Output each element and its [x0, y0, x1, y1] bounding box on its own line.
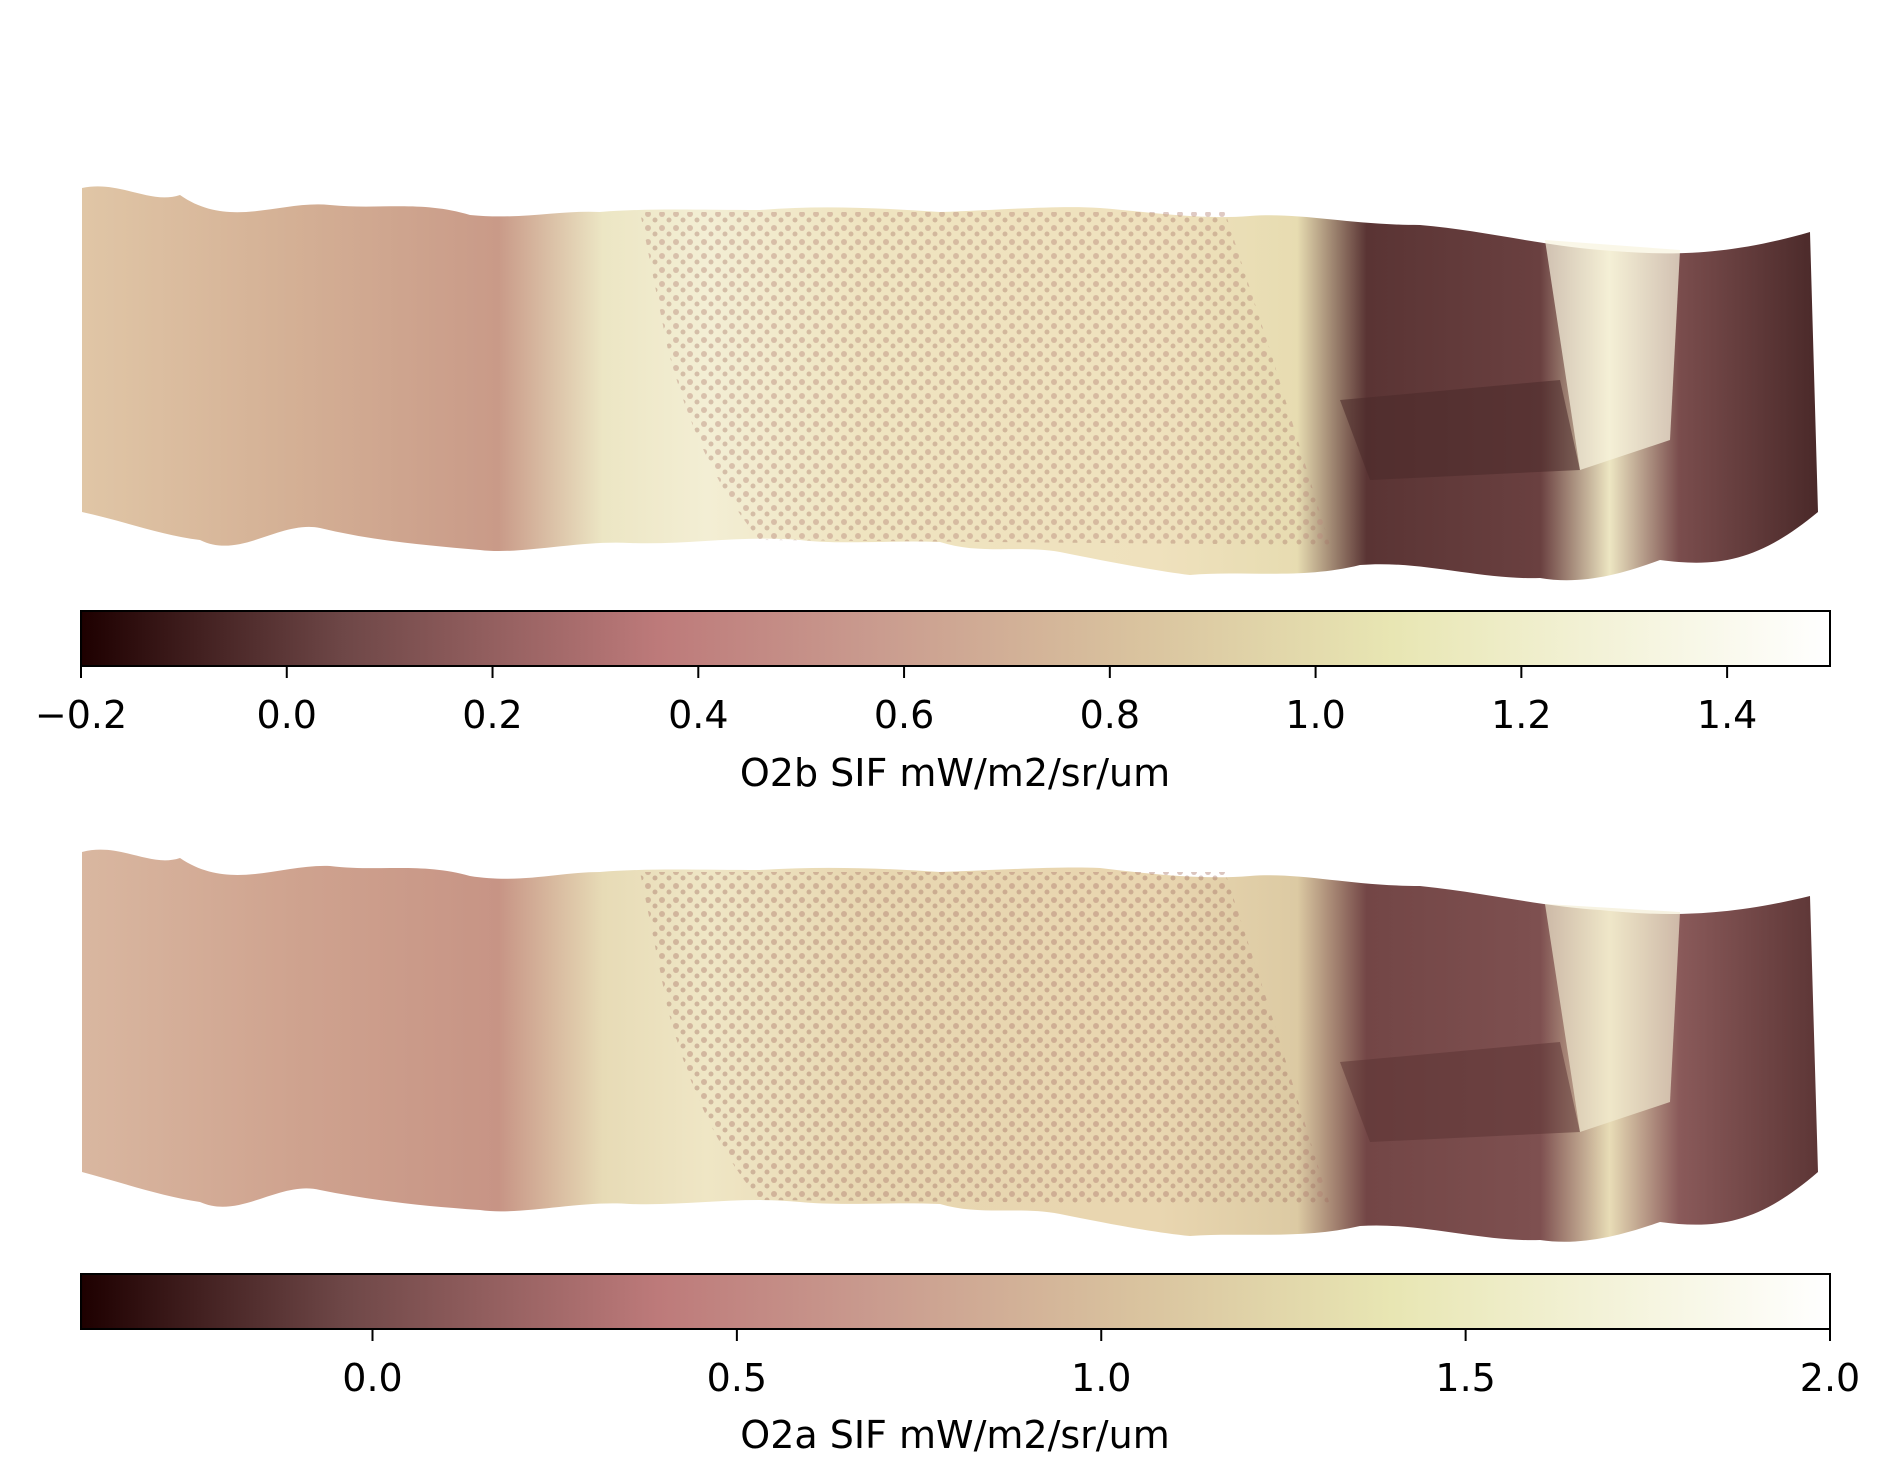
- colorbar-o2b-ticks: −0.2 0.0 0.2 0.4 0.6 0.8 1.0 1.2 1.4: [35, 666, 1757, 737]
- colorbar-o2b-tick-label: 0.4: [668, 693, 728, 737]
- colorbar-o2b-label: O2b SIF mW/m2/sr/um: [740, 751, 1170, 795]
- colorbar-o2b-tick-label: 1.2: [1491, 693, 1551, 737]
- colorbar-o2a-tick-label: 1.5: [1435, 1356, 1495, 1400]
- colorbar-o2a: 0.0 0.5 1.0 1.5 2.0 O2a SIF mW/m2/sr/um: [80, 1273, 1860, 1457]
- colorbar-o2b: −0.2 0.0 0.2 0.4 0.6 0.8 1.0 1.2 1.4 O2b SIF mW/…: [35, 610, 1831, 795]
- o2a-dark-field: [1340, 1042, 1580, 1142]
- o2a-map: [82, 849, 1818, 1242]
- o2b-forest-block: [640, 212, 1330, 545]
- colorbar-o2a-tick-label: 1.0: [1071, 1356, 1131, 1400]
- o2b-bright-field: [1545, 240, 1680, 470]
- o2b-dark-field: [1340, 380, 1580, 480]
- colorbar-o2b-tick-label: −0.2: [35, 693, 127, 737]
- colorbar-o2a-tick-label: 0.5: [707, 1356, 767, 1400]
- colorbar-o2b-gradient: [80, 610, 1831, 667]
- colorbar-o2a-tick-label: 2.0: [1800, 1356, 1860, 1400]
- colorbar-o2a-ticks: 0.0 0.5 1.0 1.5 2.0: [342, 1329, 1860, 1400]
- colorbar-o2b-tick-label: 0.6: [874, 693, 934, 737]
- colorbar-o2b-tick-label: 0.0: [257, 693, 317, 737]
- colorbar-o2b-tick-label: 1.0: [1285, 693, 1345, 737]
- colorbar-o2b-tick-label: 0.8: [1080, 693, 1140, 737]
- colorbar-o2a-tick-label: 0.0: [342, 1356, 402, 1400]
- o2a-bright-field: [1545, 904, 1680, 1132]
- o2a-forest-block: [640, 872, 1330, 1205]
- colorbar-o2b-tick-label: 1.4: [1697, 693, 1757, 737]
- colorbar-o2a-label: O2a SIF mW/m2/sr/um: [740, 1413, 1169, 1457]
- o2b-map: [82, 186, 1818, 581]
- colorbar-o2b-tick-label: 0.2: [462, 693, 522, 737]
- colorbar-o2a-gradient: [80, 1273, 1831, 1330]
